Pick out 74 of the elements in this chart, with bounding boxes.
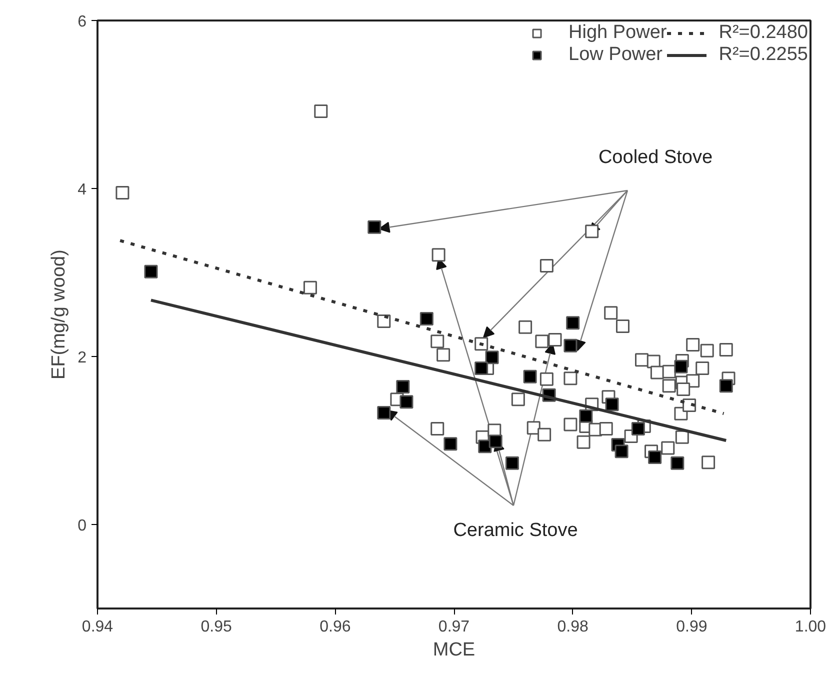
- point: [485, 350, 499, 364]
- point: [676, 382, 690, 396]
- point: [116, 186, 130, 200]
- point: [702, 456, 716, 470]
- y-tick-label: 6: [78, 14, 87, 30]
- point: [585, 224, 599, 238]
- point: [377, 406, 391, 420]
- point: [700, 344, 714, 358]
- point: [650, 366, 664, 380]
- point: [631, 422, 645, 436]
- legend-label: R²=0.2480: [718, 22, 808, 44]
- point: [474, 337, 488, 351]
- point: [523, 370, 537, 384]
- point: [444, 437, 458, 451]
- point: [599, 422, 613, 436]
- point: [436, 348, 450, 362]
- point: [605, 398, 619, 412]
- point: [400, 395, 414, 409]
- x-axis-title: MCE: [432, 640, 476, 660]
- x-tick-label: 0.99: [676, 618, 708, 636]
- annotation: Cooled Stove: [598, 147, 713, 168]
- point: [696, 362, 710, 376]
- point: [719, 379, 733, 393]
- point: [518, 320, 532, 334]
- y-tick-label: 0: [78, 518, 87, 534]
- point: [579, 409, 593, 423]
- point: [430, 422, 444, 436]
- point: [368, 220, 382, 234]
- point: [662, 379, 676, 393]
- x-tick-label: 0.96: [320, 618, 351, 636]
- x-tick-label: 0.97: [438, 618, 470, 636]
- annotation: Ceramic Stove: [453, 520, 578, 541]
- legend-label: Low Power: [568, 44, 663, 66]
- point: [377, 314, 391, 328]
- point: [564, 338, 578, 352]
- point: [430, 334, 444, 348]
- x-tick-label: 1.00: [794, 618, 826, 636]
- point: [526, 421, 540, 435]
- point: [566, 316, 580, 330]
- point: [432, 248, 446, 262]
- point: [674, 360, 688, 374]
- point: [564, 418, 578, 432]
- y-tick-label: 4: [78, 182, 87, 198]
- point: [474, 362, 488, 376]
- y-tick-label: 2: [78, 350, 87, 366]
- point: [505, 456, 519, 470]
- x-tick-label: 0.94: [82, 618, 114, 636]
- legend-label: High Power: [568, 22, 667, 44]
- x-tick-label: 0.95: [200, 618, 232, 636]
- point: [548, 332, 562, 346]
- point: [511, 392, 525, 406]
- point: [396, 380, 410, 394]
- point: [420, 312, 434, 326]
- point: [648, 450, 662, 464]
- point: [488, 434, 502, 448]
- point: [540, 372, 554, 386]
- legend-label: R²=0.2255: [718, 44, 808, 66]
- point: [314, 104, 328, 118]
- point: [538, 428, 552, 442]
- point: [604, 306, 618, 320]
- point: [540, 259, 554, 273]
- x-tick-label: 0.98: [557, 618, 589, 636]
- point: [661, 441, 675, 455]
- point: [144, 264, 158, 278]
- point: [670, 456, 684, 470]
- point: [686, 338, 700, 352]
- y-axis-title: EF(mg/g wood): [48, 250, 70, 380]
- point: [564, 372, 578, 386]
- point: [614, 444, 628, 458]
- point: [719, 343, 733, 357]
- point: [682, 398, 696, 412]
- point: [303, 280, 317, 294]
- point: [576, 435, 590, 449]
- point: [535, 334, 549, 348]
